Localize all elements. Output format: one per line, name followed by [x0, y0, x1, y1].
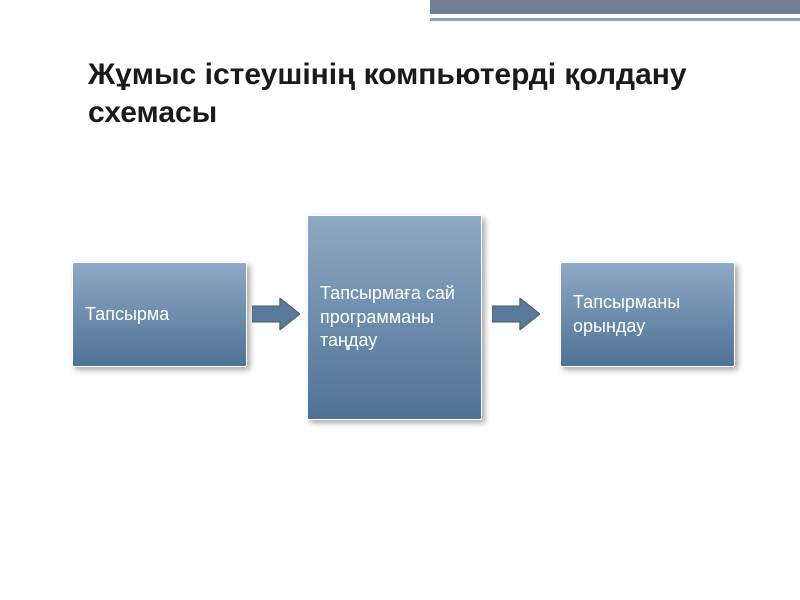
- flowchart-arrow-n2-n3: [492, 298, 540, 330]
- arrow-icon: [252, 298, 300, 330]
- flowchart-node-n2: Тапсырмаға сай программаны таңдау: [307, 215, 482, 420]
- arrow-icon: [492, 298, 540, 330]
- flowchart-node-label: Тапсырма: [73, 303, 181, 326]
- slide: Жұмыс істеушінің компьютерді қолдану схе…: [0, 0, 800, 600]
- flowchart-arrow-n1-n2: [252, 298, 300, 330]
- flowchart-node-n1: Тапсырма: [72, 262, 247, 367]
- flowchart-node-n3: Тапсырманы орындау: [560, 262, 735, 367]
- flowchart-diagram: Тапсырма Тапсырмаға сай программаны таңда…: [0, 0, 800, 600]
- flowchart-node-label: Тапсырмаға сай программаны таңдау: [308, 282, 481, 352]
- flowchart-node-label: Тапсырманы орындау: [561, 291, 734, 338]
